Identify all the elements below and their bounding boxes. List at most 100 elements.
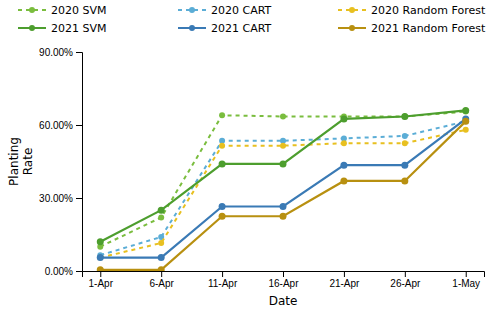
series-point (219, 203, 226, 210)
y-tick-mark (76, 198, 82, 199)
series-line (100, 121, 465, 255)
series-line (100, 119, 465, 258)
series-point (158, 266, 165, 271)
y-axis: 0.00% 30.00% 60.00% 90.00% (39, 47, 82, 277)
y-tick: 0.00% (45, 266, 82, 277)
series-point (158, 254, 165, 261)
series-point (463, 118, 469, 124)
legend: 2020 SVM 2020 CART 2020 Random Forest 2021 … (18, 4, 486, 35)
series-point (280, 160, 287, 167)
series-point (340, 115, 347, 122)
series-point (219, 143, 225, 149)
series-point (401, 113, 408, 120)
series-point (97, 255, 103, 261)
x-tick: 16-Apr (268, 271, 299, 289)
series (97, 127, 468, 261)
series-point (462, 107, 469, 114)
x-tick-mark (100, 271, 101, 277)
legend-item: 2021 CART (178, 22, 272, 35)
series-point (280, 203, 287, 210)
series-point (462, 118, 469, 125)
legend-item: 2020 CART (178, 4, 272, 17)
legend-marker (349, 7, 355, 13)
series-point (158, 207, 165, 214)
y-tick: 30.00% (39, 193, 82, 204)
x-tick-label: 6-Apr (149, 278, 174, 289)
x-tick: 11-Apr (208, 271, 238, 289)
series (97, 118, 468, 258)
legend-label: 2020 CART (211, 4, 272, 17)
marks (97, 107, 469, 271)
series-point (402, 113, 408, 119)
series (97, 109, 468, 250)
y-tick-label: 30.00% (39, 193, 73, 204)
legend-label: 2020 Random Forest (371, 4, 486, 17)
x-tick-label: 26-Apr (390, 278, 421, 289)
series-point (463, 127, 469, 133)
x-tick: 21-Apr (329, 271, 360, 289)
y-tick: 90.00% (39, 47, 82, 58)
series-line (100, 112, 465, 247)
y-axis-title-line: Planting (7, 137, 21, 186)
x-axis-title: Date (269, 294, 298, 308)
plot: 1-Apr 6-Apr 11-Apr 16-Apr 21-Apr 26-Apr 1-May 0… (39, 47, 484, 289)
series-point (401, 162, 408, 169)
series-point (97, 254, 104, 261)
legend-item: 2020 SVM (18, 4, 107, 17)
x-tick-mark (222, 271, 223, 277)
series-point (280, 113, 286, 119)
series-line (100, 130, 465, 258)
legend-marker (189, 7, 195, 13)
legend-marker (29, 7, 35, 13)
y-axis-title: PlantingRate (7, 137, 35, 186)
series-line (100, 121, 465, 269)
series-point (280, 213, 287, 220)
series-point (158, 214, 164, 220)
series-point (340, 177, 347, 184)
series (97, 118, 469, 271)
y-tick-mark (76, 52, 82, 53)
x-tick-label: 1-May (452, 278, 480, 289)
series-point (97, 238, 104, 245)
legend-label: 2021 CART (211, 22, 272, 35)
series (97, 107, 469, 245)
x-tick-mark (161, 271, 162, 277)
legend-label: 2021 Random Forest (371, 22, 486, 35)
x-tick-label: 11-Apr (208, 278, 238, 289)
series-point (340, 162, 347, 169)
series-point (402, 133, 408, 139)
chart: 1-Apr 6-Apr 11-Apr 16-Apr 21-Apr 26-Apr 1-May 0… (0, 0, 500, 311)
series-point (280, 143, 286, 149)
series-point (219, 213, 226, 220)
legend-label: 2020 SVM (51, 4, 107, 17)
series-point (219, 112, 225, 118)
legend-item: 2020 Random Forest (338, 4, 486, 17)
legend-label: 2021 SVM (51, 22, 107, 35)
x-axis-line (83, 272, 485, 278)
series-point (402, 140, 408, 146)
legend-marker (189, 25, 195, 31)
x-tick-mark (344, 271, 345, 277)
y-tick: 60.00% (39, 120, 82, 131)
series-point (97, 266, 104, 271)
x-tick-mark (466, 271, 467, 277)
series (97, 115, 469, 261)
legend-item: 2021 Random Forest (338, 22, 486, 35)
y-tick-mark (76, 271, 82, 272)
x-tick: 1-Apr (89, 271, 114, 289)
x-tick: 26-Apr (390, 271, 421, 289)
y-axis-line (76, 53, 83, 272)
legend-marker (29, 25, 35, 31)
legend-marker (349, 25, 355, 31)
x-tick-label: 1-Apr (89, 278, 114, 289)
series-point (341, 140, 347, 146)
x-tick-mark (405, 271, 406, 277)
legend-item: 2021 SVM (18, 22, 107, 35)
x-tick-label: 16-Apr (268, 278, 299, 289)
y-tick-label: 60.00% (39, 120, 73, 131)
y-tick-mark (76, 125, 82, 126)
y-tick-label: 0.00% (45, 266, 73, 277)
series-point (158, 240, 164, 246)
series-point (401, 177, 408, 184)
y-tick-label: 90.00% (39, 47, 73, 58)
